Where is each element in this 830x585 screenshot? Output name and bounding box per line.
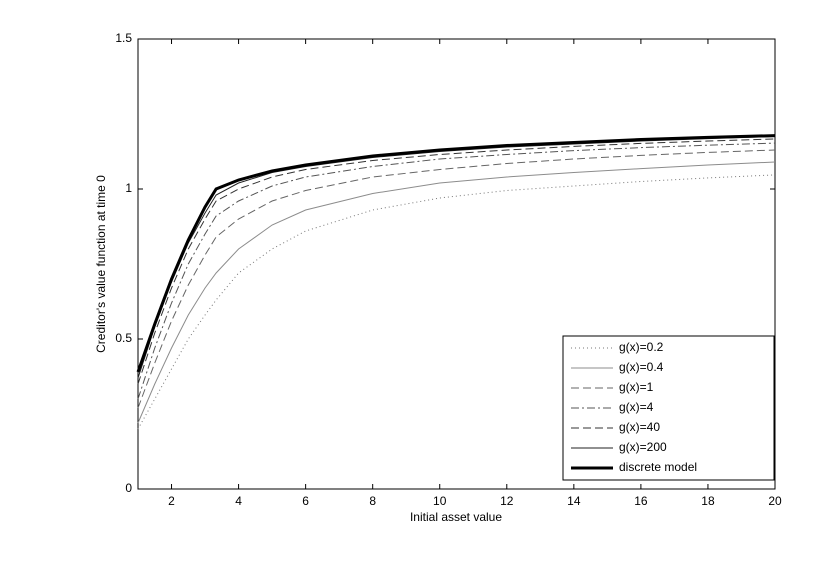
y-tick-label: 0 [125, 481, 132, 495]
x-tick-label: 4 [235, 494, 242, 508]
legend-label: discrete model [619, 460, 697, 474]
y-axis-label: Creditor's value function at time 0 [94, 175, 108, 353]
x-tick-label: 6 [302, 494, 309, 508]
y-tick-label: 1.5 [115, 31, 132, 45]
series-line [137, 149, 776, 409]
x-axis-label: Initial asset value [410, 510, 502, 524]
x-tick-label: 10 [433, 494, 447, 508]
x-tick-label: 14 [567, 494, 581, 508]
series-line [137, 161, 776, 424]
legend-label: g(x)=40 [619, 420, 660, 434]
series-line [136, 134, 776, 373]
legend-label: g(x)=4 [619, 400, 654, 414]
legend-label: g(x)=0.2 [619, 340, 664, 354]
legend-label: g(x)=0.4 [619, 360, 664, 374]
x-tick-label: 12 [500, 494, 514, 508]
y-tick-label: 0.5 [115, 331, 132, 345]
series-line [137, 138, 776, 385]
x-tick-label: 2 [168, 494, 175, 508]
legend-label: g(x)=1 [619, 380, 654, 394]
legend-label: g(x)=200 [619, 440, 667, 454]
series-line [137, 174, 776, 430]
x-tick-label: 20 [768, 494, 782, 508]
x-tick-label: 8 [369, 494, 376, 508]
x-tick-label: 18 [701, 494, 715, 508]
x-tick-label: 16 [634, 494, 648, 508]
y-tick-label: 1 [125, 181, 132, 195]
